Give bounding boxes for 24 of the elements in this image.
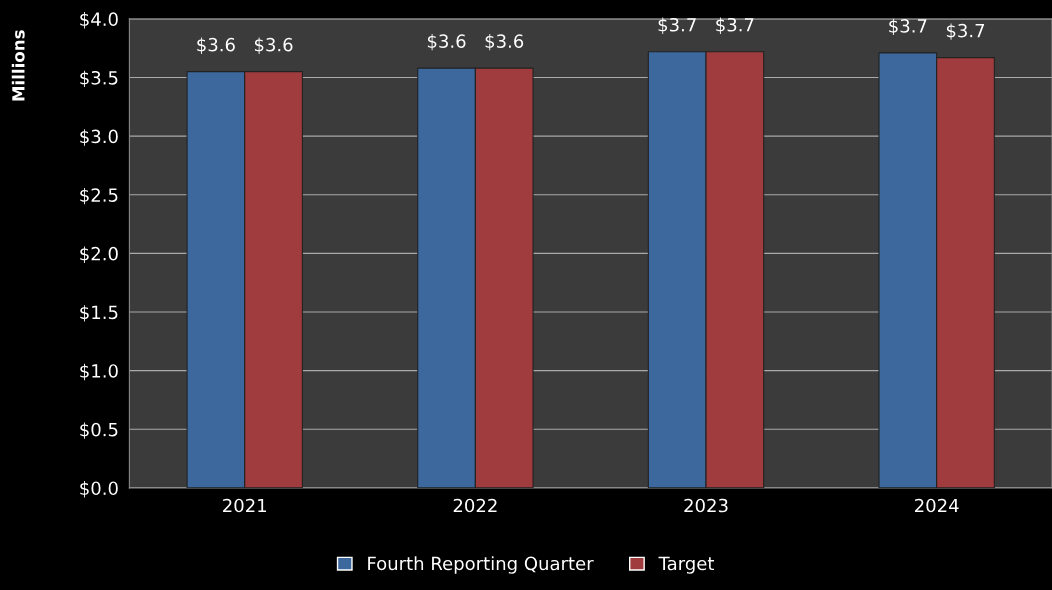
x-tick-label: 2021 — [223, 498, 267, 513]
data-label: $3.7 — [716, 17, 754, 34]
y-tick-label: $2.5 — [80, 187, 118, 205]
y-axis-title: Millions — [11, 30, 25, 101]
y-tick-label: $3.0 — [80, 129, 118, 146]
data-label: $3.6 — [197, 37, 235, 54]
legend-label: Target — [658, 556, 715, 574]
data-label: $3.6 — [427, 33, 466, 51]
y-tick-label: $1.0 — [80, 363, 118, 381]
data-label: $3.7 — [889, 18, 927, 36]
y-tick-label: $2.0 — [80, 246, 118, 263]
y-tick-label: $1.5 — [80, 305, 118, 322]
legend-label: Fourth Reporting Quarter — [368, 556, 594, 574]
x-tick-label: 2023 — [684, 498, 728, 513]
data-label: $3.6 — [485, 33, 524, 51]
y-tick-label: $0.0 — [80, 481, 118, 498]
y-tick-label: $0.5 — [80, 422, 118, 439]
y-tick-label: $4.0 — [80, 12, 118, 29]
data-label: $3.6 — [254, 37, 293, 54]
y-tick-label: $3.5 — [80, 70, 118, 88]
data-label: $3.7 — [658, 17, 696, 34]
data-label: $3.7 — [946, 23, 985, 40]
x-tick-label: 2024 — [915, 498, 959, 513]
x-tick-label: 2022 — [453, 498, 497, 513]
